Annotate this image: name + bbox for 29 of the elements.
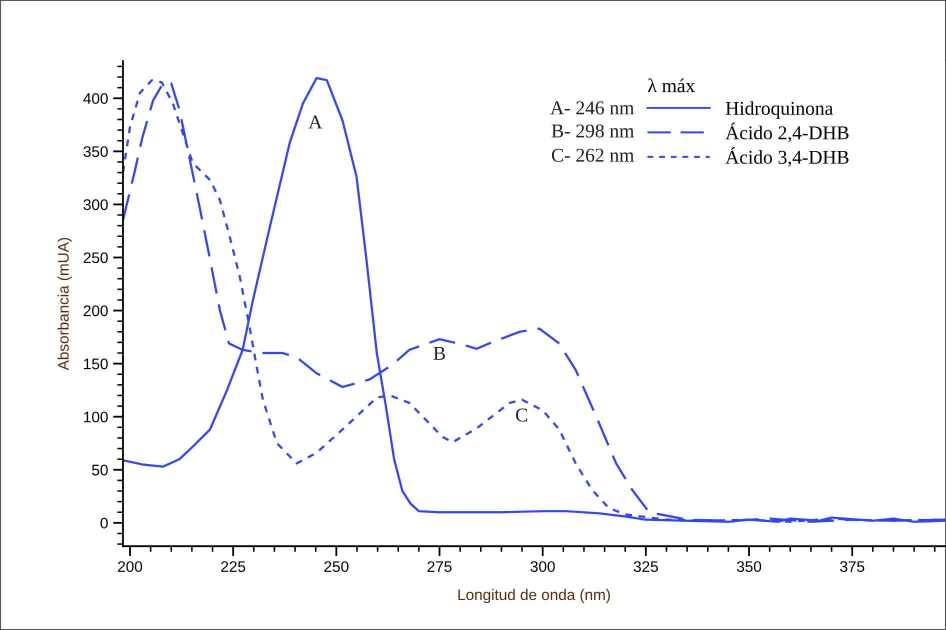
annotation: B [434, 347, 446, 360]
y-tick-label: 400 [83, 93, 108, 104]
x-tick-label: 200 [118, 561, 142, 572]
y-tick-label: 200 [84, 305, 108, 316]
y-tick-label: 150 [84, 358, 108, 370]
annotation: A- 246 nm [550, 101, 634, 114]
x-tick-label: 350 [736, 561, 762, 572]
x-tick-label: 250 [324, 561, 348, 572]
x-tick-label: 300 [530, 561, 555, 572]
legend-label: Ácido 3,4-DHB [725, 147, 849, 167]
annotation: C [516, 408, 528, 422]
y-tick-label: 100 [84, 412, 108, 422]
y-tick-label: 50 [92, 464, 108, 476]
x-tick-label: 225 [221, 561, 246, 572]
y-tick-label: 0 [100, 518, 108, 529]
x-tick-label: 325 [634, 561, 658, 572]
y-axis-title: Absorbancia (mUA) [58, 238, 72, 370]
y-tick-label: 350 [83, 146, 108, 158]
annotation: C- 262 nm [552, 148, 634, 162]
annotation: B- 298 nm [552, 124, 634, 138]
annotation: A [308, 116, 322, 128]
legend-label: Ácido 2,4-DHB [725, 122, 849, 142]
x-tick-label: 375 [840, 561, 864, 572]
y-tick-label: 250 [84, 252, 108, 264]
y-tick-label: 300 [83, 199, 108, 210]
legend-label: Hidroquinona [726, 101, 833, 119]
x-axis-title: Longitud de onda (nm) [458, 588, 610, 604]
x-tick-label: 275 [428, 561, 452, 572]
legend-title: λ máx [648, 78, 695, 92]
